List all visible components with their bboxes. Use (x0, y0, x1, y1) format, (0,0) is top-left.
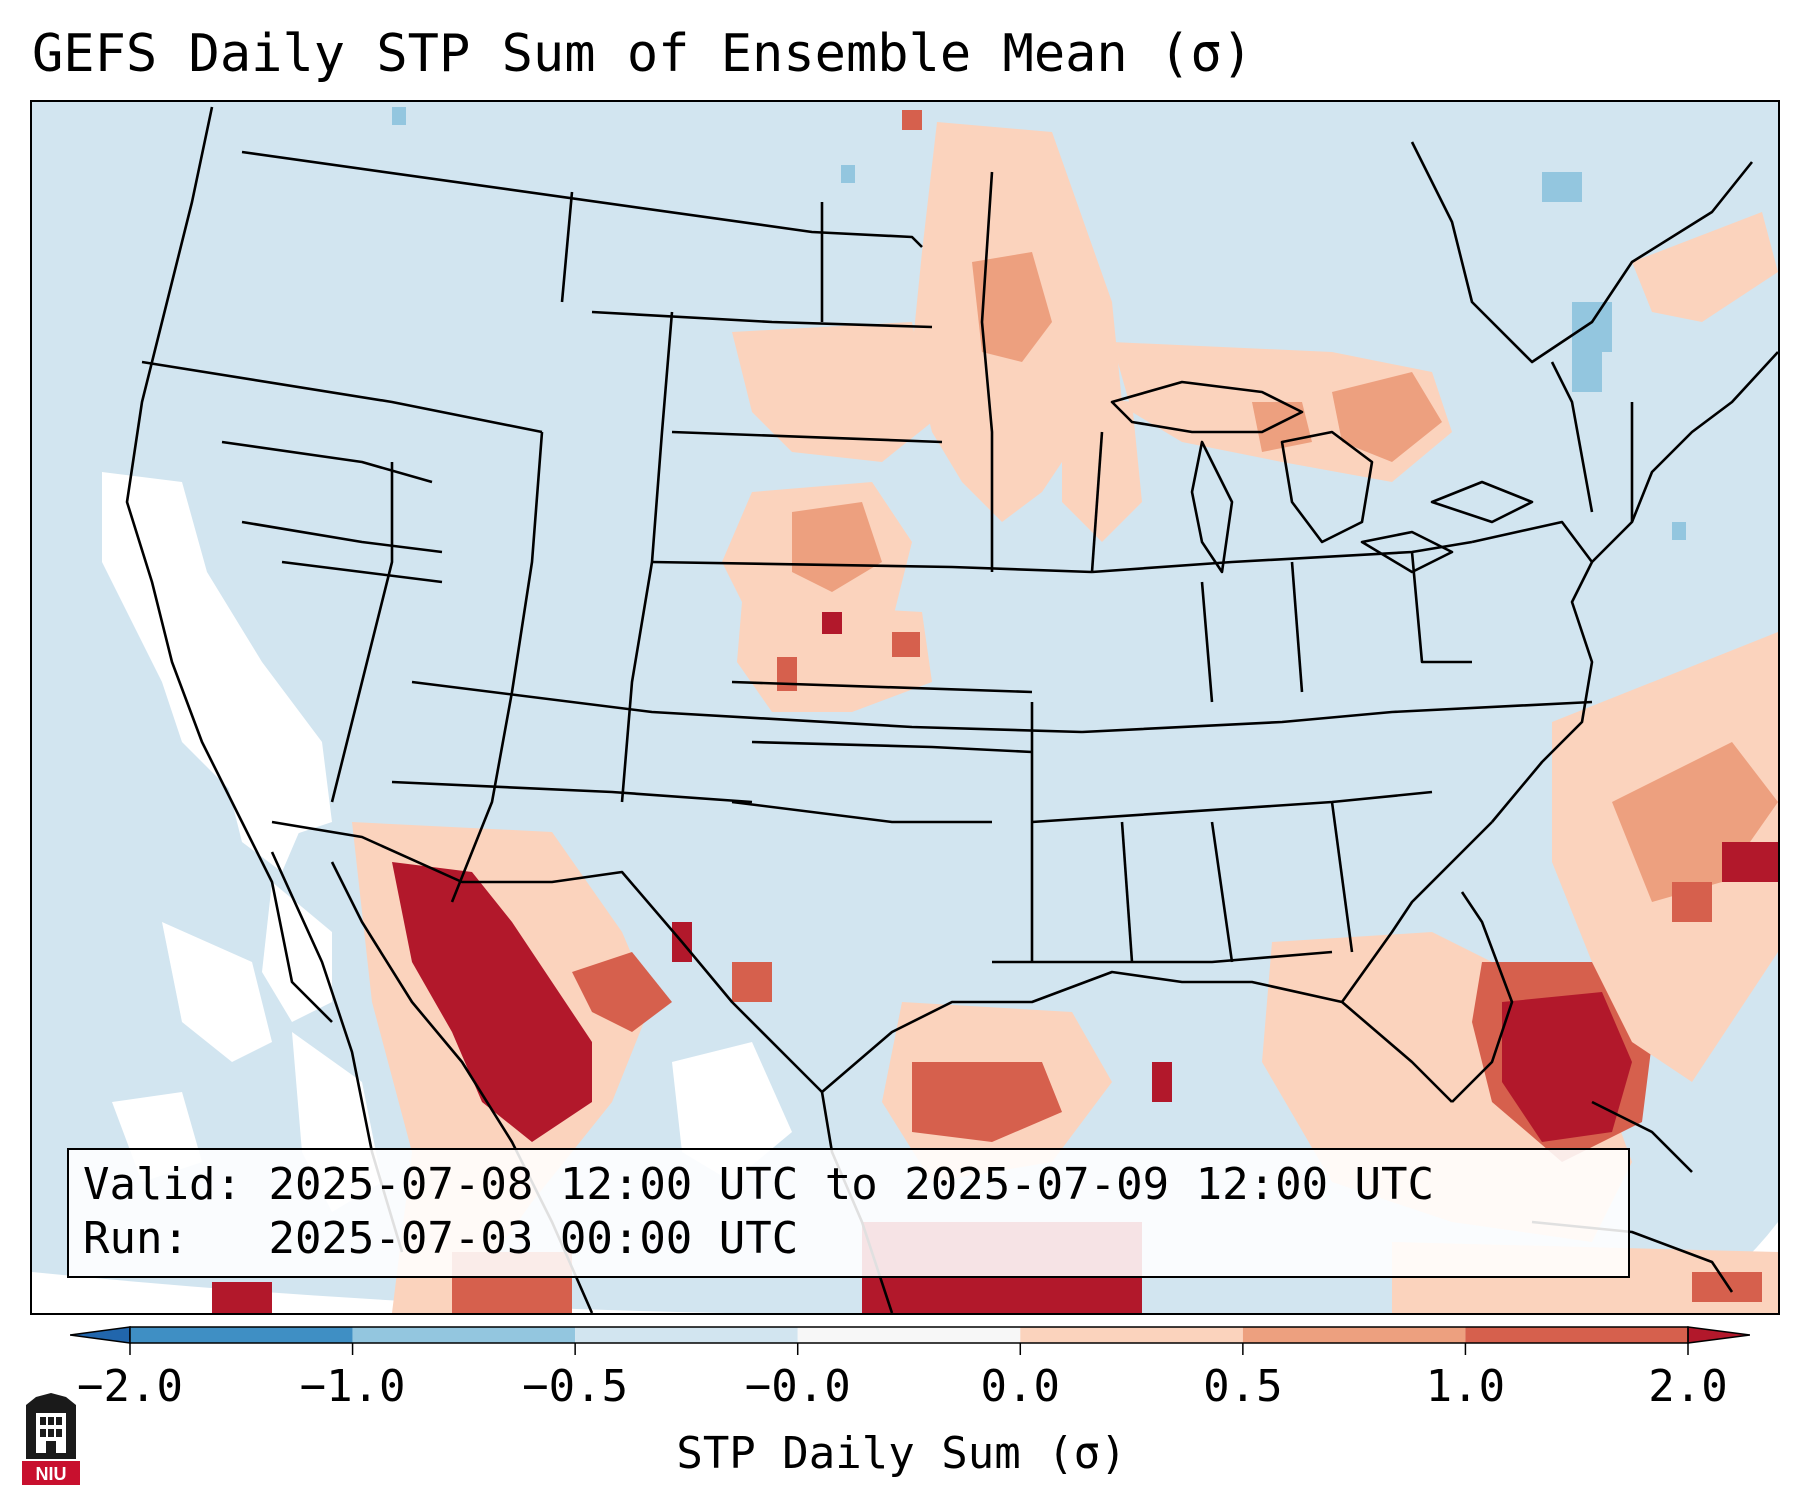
map-canvas (32, 106, 1778, 1313)
colorbar-tick-label: 2.0 (1648, 1361, 1728, 1412)
colorbar-bin (575, 1327, 798, 1343)
colorbar-tick-label: −2.0 (77, 1361, 183, 1412)
colorbar (70, 1326, 1750, 1355)
colorbar-under-arrow (70, 1326, 131, 1344)
colorbar-tick-label: 0.5 (1203, 1361, 1283, 1412)
anomaly-wisconsin (1062, 392, 1142, 542)
colorbar-bin (352, 1327, 576, 1343)
colorbar-over-arrow (1687, 1326, 1750, 1344)
colorbar-tick-label: 0.0 (980, 1361, 1061, 1412)
valid-value: 2025-07-08 12:00 UTC to 2025-07-09 12:00… (268, 1159, 1435, 1210)
colorbar-bin (797, 1327, 1021, 1343)
colorbar-outline (129, 1326, 1689, 1344)
anomaly-nebraska-2 (792, 502, 882, 592)
map-panel (30, 100, 1780, 1315)
negative-anomaly-patches (392, 107, 1686, 540)
colorbar-bin (1020, 1327, 1243, 1343)
colorbar-bin (130, 1327, 353, 1343)
anomaly-gulf-2 (912, 1062, 1062, 1142)
anomaly-dakota (732, 322, 932, 462)
anomaly-quebec (1632, 212, 1778, 322)
valid-label: Valid: (83, 1159, 242, 1210)
chart-title: GEFS Daily STP Sum of Ensemble Mean (σ) (32, 24, 1253, 84)
anomaly-nw-mexico-2 (392, 862, 592, 1142)
valid-time-box: Valid: 2025-07-08 12:00 UTC to 2025-07-0… (67, 1148, 1630, 1278)
anomaly-great-lakes-3 (1332, 372, 1442, 462)
colorbar-label: STP Daily Sum (σ) (676, 1428, 1127, 1479)
colorbar-bin (1465, 1327, 1688, 1343)
colorbar-tick-label: −0.5 (522, 1361, 629, 1412)
run-label: Run: (83, 1213, 189, 1264)
anomaly-patches (212, 110, 1778, 1313)
colorbar-tick-label: −0.0 (744, 1361, 851, 1412)
colorbar-tick-label: 1.0 (1425, 1361, 1506, 1412)
niu-logo-icon: NIU (22, 1393, 80, 1485)
political-boundaries (125, 106, 1778, 1313)
colorbar-tick-label: −1.0 (299, 1361, 406, 1412)
logo-text: NIU (36, 1464, 67, 1484)
anomaly-atlantic-2 (1612, 742, 1778, 902)
anomaly-nw-mexico-3 (572, 952, 672, 1032)
anomaly-upper-midwest-2 (972, 252, 1052, 362)
colorbar-bin (1242, 1327, 1466, 1343)
run-value: 2025-07-03 00:00 UTC (268, 1213, 799, 1264)
